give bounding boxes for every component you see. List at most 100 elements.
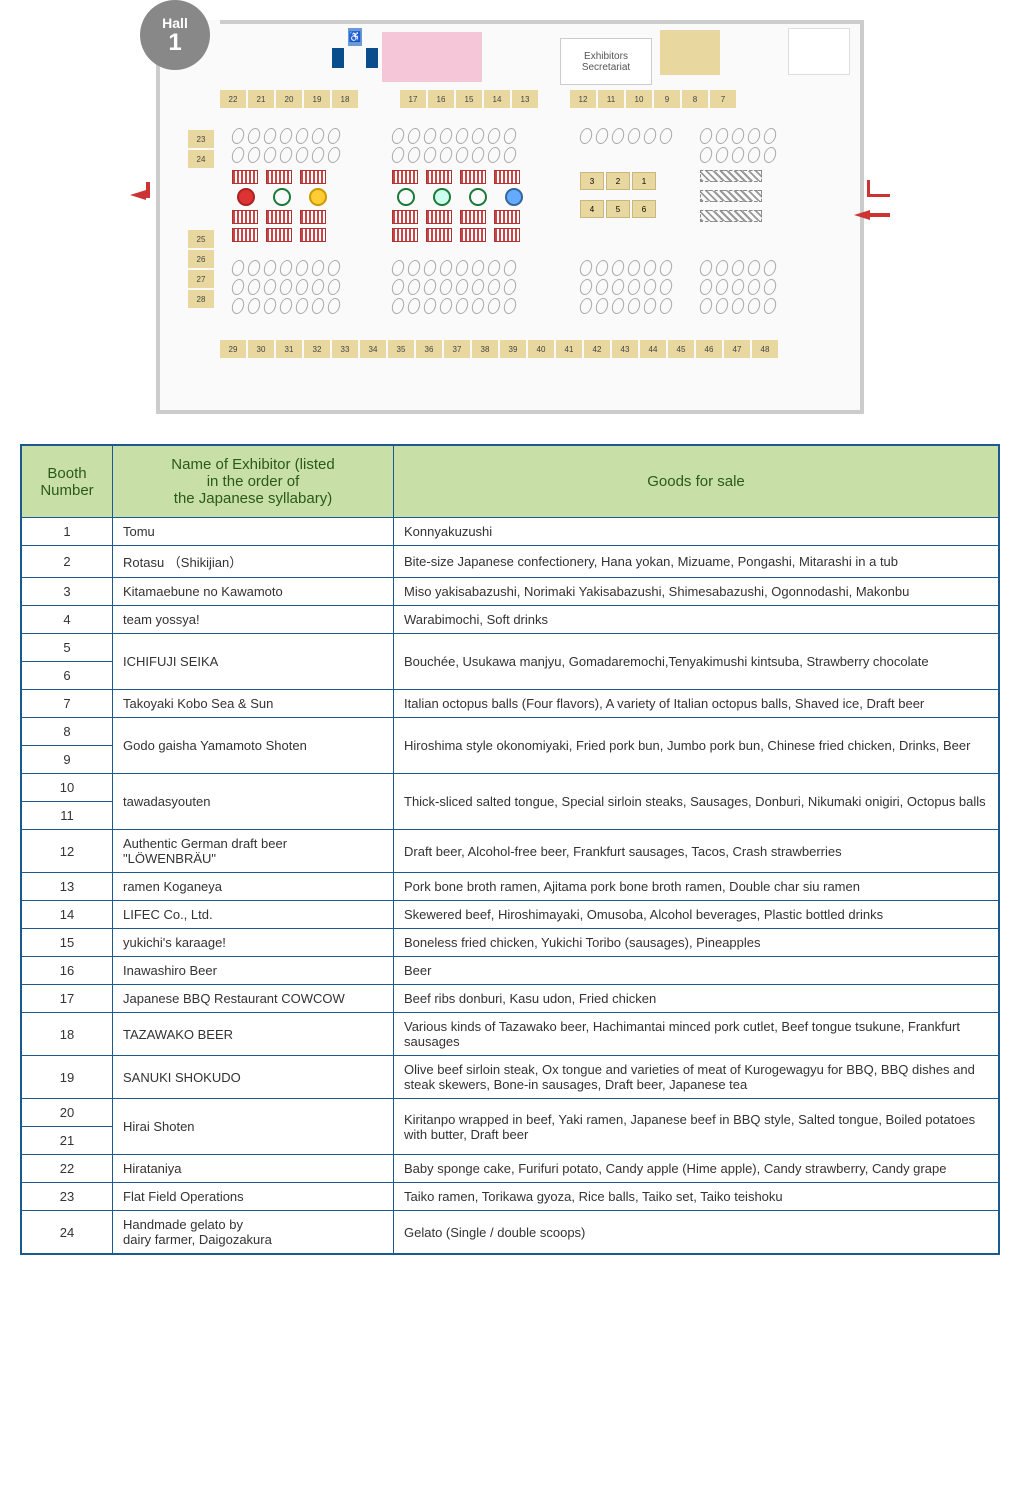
seat-icon bbox=[503, 260, 518, 276]
seat-icon bbox=[595, 298, 610, 314]
booth-number-cell: 17 bbox=[21, 985, 113, 1013]
booth-cell: 33 bbox=[332, 340, 358, 358]
booth-number-cell: 16 bbox=[21, 957, 113, 985]
secretariat-box: Exhibitors Secretariat bbox=[560, 38, 652, 85]
booth-cell: 14 bbox=[484, 90, 510, 108]
seat-icon bbox=[439, 147, 454, 163]
seating-area bbox=[700, 260, 776, 317]
exhibitor-name-cell: Hirataniya bbox=[113, 1155, 394, 1183]
booth-cell: 32 bbox=[304, 340, 330, 358]
booth-row-top-right: 121110987 bbox=[570, 90, 736, 108]
booth-cell: 41 bbox=[556, 340, 582, 358]
seat-icon bbox=[699, 128, 714, 144]
seat-icon bbox=[311, 128, 326, 144]
seating-area bbox=[232, 260, 340, 317]
booth-number-cell: 21 bbox=[21, 1127, 113, 1155]
seat-icon bbox=[715, 128, 730, 144]
booth-cell: 11 bbox=[598, 90, 624, 108]
grill-icon bbox=[232, 170, 258, 184]
booth-cell: 18 bbox=[332, 90, 358, 108]
seat-icon bbox=[327, 128, 342, 144]
goods-cell: Thick-sliced salted tongue, Special sirl… bbox=[394, 774, 1000, 830]
seat-icon bbox=[503, 298, 518, 314]
exhibitor-name-cell: Rotasu （Shikijian） bbox=[113, 546, 394, 578]
seat-icon bbox=[391, 147, 406, 163]
exhibitor-name-cell: Takoyaki Kobo Sea & Sun bbox=[113, 690, 394, 718]
booth-col-left-upper: 2324 bbox=[188, 130, 214, 170]
seat-icon bbox=[407, 298, 422, 314]
top-wall bbox=[220, 20, 860, 80]
seat-icon bbox=[731, 298, 746, 314]
seat-icon bbox=[579, 260, 594, 276]
grill-icon bbox=[300, 210, 326, 224]
seat-icon bbox=[231, 279, 246, 295]
hall-badge: Hall 1 bbox=[140, 0, 210, 70]
table-row: 4team yossya!Warabimochi, Soft drinks bbox=[21, 606, 999, 634]
seat-icon bbox=[627, 128, 642, 144]
grill-icon bbox=[460, 210, 486, 224]
exhibitor-name-cell: Handmade gelato by dairy farmer, Daigoza… bbox=[113, 1211, 394, 1255]
booth-number-cell: 11 bbox=[21, 802, 113, 830]
table-row: 17Japanese BBQ Restaurant COWCOWBeef rib… bbox=[21, 985, 999, 1013]
booth-number-cell: 6 bbox=[21, 662, 113, 690]
seating-area bbox=[392, 128, 516, 166]
entrance-area: ♿ bbox=[332, 28, 482, 82]
goods-cell: Beer bbox=[394, 957, 1000, 985]
seat-icon bbox=[487, 147, 502, 163]
exhibitor-name-cell: LIFEC Co., Ltd. bbox=[113, 901, 394, 929]
goods-cell: Hiroshima style okonomiyaki, Fried pork … bbox=[394, 718, 1000, 774]
booth-cell: 39 bbox=[500, 340, 526, 358]
booth-cell: 8 bbox=[682, 90, 708, 108]
table-row: 7Takoyaki Kobo Sea & SunItalian octopus … bbox=[21, 690, 999, 718]
booth-cell: 45 bbox=[668, 340, 694, 358]
booth-cell: 46 bbox=[696, 340, 722, 358]
seat-icon bbox=[327, 279, 342, 295]
seat-icon bbox=[627, 260, 642, 276]
seat-icon bbox=[311, 279, 326, 295]
seat-icon bbox=[659, 128, 674, 144]
seating-area bbox=[392, 260, 516, 317]
seat-icon bbox=[439, 298, 454, 314]
seat-icon bbox=[391, 279, 406, 295]
seat-icon bbox=[279, 298, 294, 314]
wheelchair-icon: ♿ bbox=[348, 28, 362, 46]
seat-icon bbox=[279, 147, 294, 163]
seat-icon bbox=[627, 298, 642, 314]
goods-cell: Beef ribs donburi, Kasu udon, Fried chic… bbox=[394, 985, 1000, 1013]
seat-icon bbox=[731, 128, 746, 144]
grill-icon bbox=[494, 170, 520, 184]
booth-row-bottom: 2930313233343536373839404142434445464748 bbox=[220, 340, 778, 358]
seat-icon bbox=[763, 298, 778, 314]
seat-icon bbox=[731, 147, 746, 163]
goods-cell: Konnyakuzushi bbox=[394, 518, 1000, 546]
seat-icon bbox=[715, 147, 730, 163]
seat-icon bbox=[295, 147, 310, 163]
seat-icon bbox=[763, 147, 778, 163]
goods-cell: Italian octopus balls (Four flavors), A … bbox=[394, 690, 1000, 718]
booth-cell: 42 bbox=[584, 340, 610, 358]
seat-icon bbox=[231, 147, 246, 163]
hatched-block bbox=[700, 190, 762, 202]
seat-icon bbox=[503, 128, 518, 144]
exhibitor-name-cell: tawadasyouten bbox=[113, 774, 394, 830]
booth-cell: 6 bbox=[632, 200, 656, 218]
table-row: 23Flat Field OperationsTaiko ramen, Tori… bbox=[21, 1183, 999, 1211]
booth-cell: 17 bbox=[400, 90, 426, 108]
booth-cell: 10 bbox=[626, 90, 652, 108]
booth-number-cell: 20 bbox=[21, 1099, 113, 1127]
grill-icon bbox=[392, 210, 418, 224]
booth-number-cell: 9 bbox=[21, 746, 113, 774]
table-row: 24Handmade gelato by dairy farmer, Daigo… bbox=[21, 1211, 999, 1255]
seat-icon bbox=[231, 260, 246, 276]
booth-number-cell: 10 bbox=[21, 774, 113, 802]
table-row: 16Inawashiro BeerBeer bbox=[21, 957, 999, 985]
floor-map: Hall 1 ♿ Exhibitors Secretariat 22212019… bbox=[156, 20, 864, 414]
table-row: 14LIFEC Co., Ltd.Skewered beef, Hiroshim… bbox=[21, 901, 999, 929]
booth-cell: 20 bbox=[276, 90, 302, 108]
seat-icon bbox=[295, 298, 310, 314]
seat-icon bbox=[279, 279, 294, 295]
seat-icon bbox=[579, 128, 594, 144]
booth-number-cell: 8 bbox=[21, 718, 113, 746]
header-goods: Goods for sale bbox=[394, 445, 1000, 518]
booth-cell: 12 bbox=[570, 90, 596, 108]
